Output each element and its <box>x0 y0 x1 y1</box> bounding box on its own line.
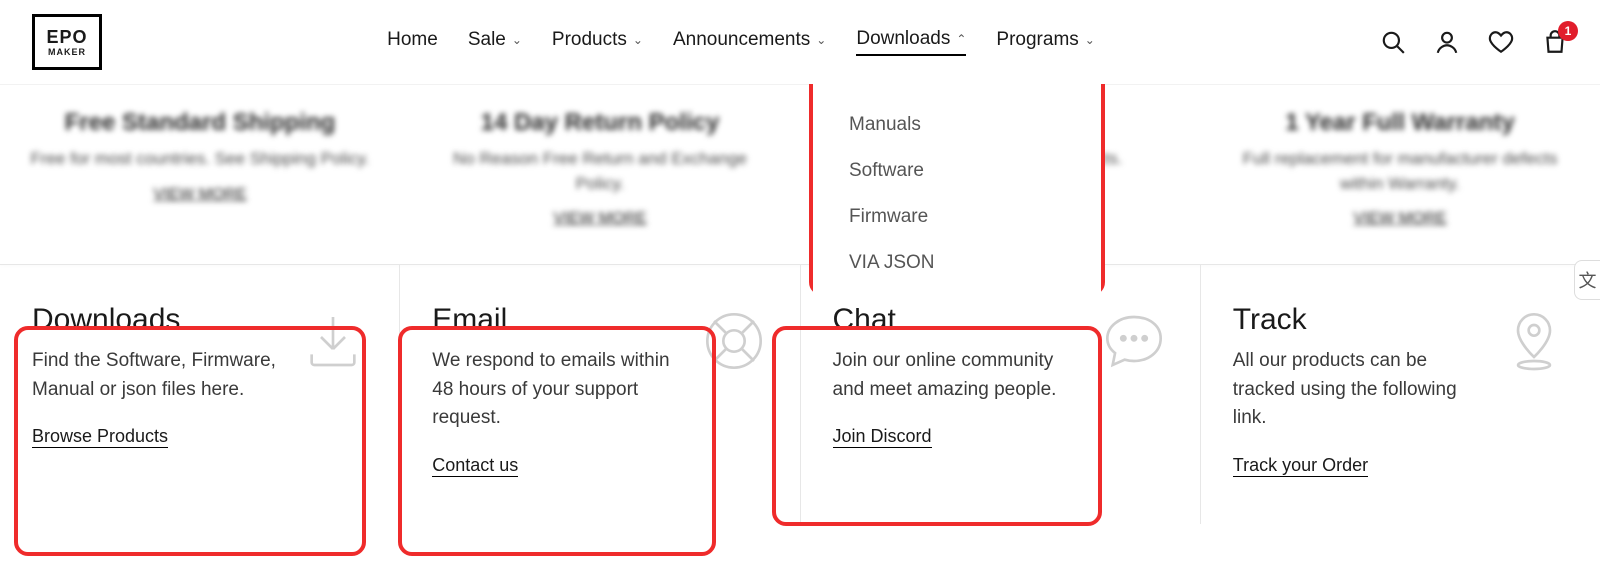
dropdown-item-viajson[interactable]: VIA JSON <box>849 240 1101 286</box>
card-link-browse[interactable]: Browse Products <box>32 426 168 448</box>
promo-link[interactable]: VIEW MORE <box>553 210 646 227</box>
promo-title: 14 Day Return Policy <box>430 109 770 137</box>
cart-icon[interactable]: 1 <box>1542 29 1568 55</box>
chevron-up-icon: ⌃ <box>956 32 966 46</box>
card-email: Email We respond to emails within 48 hou… <box>400 265 800 524</box>
nav-sale[interactable]: Sale ⌄ <box>468 28 522 56</box>
chevron-down-icon: ⌄ <box>1085 33 1095 47</box>
location-pin-icon <box>1502 309 1566 373</box>
dropdown-item-software[interactable]: Software <box>849 148 1101 194</box>
logo-line2: MAKER <box>48 48 86 57</box>
brand-logo[interactable]: EPO MAKER <box>32 14 102 70</box>
main-nav: Home Sale ⌄ Products ⌄ Announcements ⌄ D… <box>387 28 1095 56</box>
nav-home[interactable]: Home <box>387 28 438 56</box>
dropdown-item-manuals[interactable]: Manuals <box>849 102 1101 148</box>
support-cards: Downloads Find the Software, Firmware, M… <box>0 264 1600 524</box>
nav-downloads[interactable]: Downloads ⌃ <box>856 28 966 56</box>
downloads-dropdown: Manuals Software Firmware VIA JSON <box>813 84 1101 308</box>
header-actions: 1 <box>1380 29 1568 55</box>
promo-return: 14 Day Return Policy No Reason Free Retu… <box>400 85 800 264</box>
promo-title: 1 Year Full Warranty <box>1230 109 1570 137</box>
promo-link[interactable]: VIEW MORE <box>153 186 246 203</box>
card-link-discord[interactable]: Join Discord <box>833 426 932 448</box>
nav-announcements-label: Announcements <box>673 29 810 51</box>
promo-title: Free Standard Shipping <box>30 109 370 137</box>
card-body: Find the Software, Firmware, Manual or j… <box>32 347 282 404</box>
chevron-down-icon: ⌄ <box>816 33 826 47</box>
cart-badge: 1 <box>1558 21 1578 41</box>
promo-body: Full replacement for manufacturer defect… <box>1230 147 1570 196</box>
card-body: We respond to emails within 48 hours of … <box>432 347 682 433</box>
chat-icon <box>1102 309 1166 373</box>
card-body: Join our online community and meet amazi… <box>833 347 1083 404</box>
chevron-down-icon: ⌄ <box>512 33 522 47</box>
wishlist-icon[interactable] <box>1488 29 1514 55</box>
promo-strip: Free Standard Shipping Free for most cou… <box>0 84 1600 264</box>
card-link-track[interactable]: Track your Order <box>1233 455 1368 477</box>
translate-widget-icon[interactable]: 文 <box>1574 260 1600 300</box>
card-track: Track All our products can be tracked us… <box>1201 265 1600 524</box>
nav-programs[interactable]: Programs ⌄ <box>996 28 1094 56</box>
card-downloads: Downloads Find the Software, Firmware, M… <box>0 265 400 524</box>
promo-body: No Reason Free Return and Exchange Polic… <box>430 147 770 196</box>
promo-shipping: Free Standard Shipping Free for most cou… <box>0 85 400 264</box>
logo-line1: EPO <box>46 28 87 46</box>
nav-products[interactable]: Products ⌄ <box>552 28 643 56</box>
nav-home-label: Home <box>387 29 438 51</box>
card-link-contact[interactable]: Contact us <box>432 455 518 477</box>
nav-programs-label: Programs <box>996 29 1078 51</box>
site-header: EPO MAKER Home Sale ⌄ Products ⌄ Announc… <box>0 0 1600 84</box>
download-icon <box>301 309 365 373</box>
nav-announcements[interactable]: Announcements ⌄ <box>673 28 826 56</box>
promo-warranty1y: 1 Year Full Warranty Full replacement fo… <box>1200 85 1600 264</box>
account-icon[interactable] <box>1434 29 1460 55</box>
nav-downloads-label: Downloads <box>856 28 950 50</box>
nav-products-label: Products <box>552 29 627 51</box>
promo-link[interactable]: VIEW MORE <box>1353 210 1446 227</box>
lifebuoy-icon <box>702 309 766 373</box>
dropdown-item-firmware[interactable]: Firmware <box>849 194 1101 240</box>
promo-body: Free for most countries. See Shipping Po… <box>30 147 370 172</box>
nav-sale-label: Sale <box>468 29 506 51</box>
chevron-down-icon: ⌄ <box>633 33 643 47</box>
card-body: All our products can be tracked using th… <box>1233 347 1483 433</box>
search-icon[interactable] <box>1380 29 1406 55</box>
